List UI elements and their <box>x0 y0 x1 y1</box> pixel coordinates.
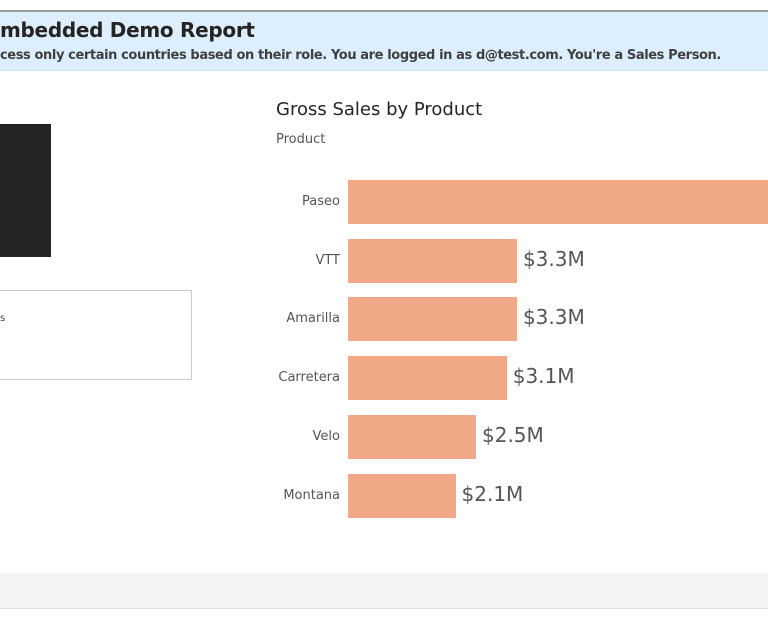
category-label: Velo <box>312 428 340 444</box>
category-label: Amarilla <box>286 311 340 327</box>
category-label: Carretera <box>278 370 340 386</box>
window-top-border <box>0 10 768 12</box>
category-label: Paseo <box>302 194 340 209</box>
report-subtitle: cess only certain countries based on the… <box>0 48 721 63</box>
data-label: $2.5M <box>482 422 544 447</box>
report-header: mbedded Demo Report cess only certain co… <box>0 12 768 71</box>
bar-montana[interactable] <box>348 473 456 518</box>
report-title: mbedded Demo Report <box>0 18 255 42</box>
slicer-text: s <box>0 313 6 324</box>
bar-carretera[interactable] <box>348 356 507 401</box>
bar-velo[interactable] <box>348 414 476 459</box>
bar-amarilla[interactable] <box>348 297 517 342</box>
footer-divider <box>0 608 768 609</box>
data-label: $2.1M <box>461 481 524 506</box>
data-label: $3.1M <box>512 364 575 389</box>
data-label: $3.3M <box>522 246 585 271</box>
bar-vtt[interactable] <box>348 238 517 283</box>
footer-band <box>0 573 768 608</box>
slicer-visual[interactable]: s <box>0 290 192 380</box>
category-label: Montana <box>283 487 340 503</box>
bar-paseo[interactable] <box>348 180 768 224</box>
chart-title: Gross Sales by Product <box>276 99 483 120</box>
data-label: $3.3M <box>522 305 585 330</box>
category-label: VTT <box>315 252 340 268</box>
dark-visual[interactable] <box>0 124 51 257</box>
y-axis-title: Product <box>276 132 326 147</box>
